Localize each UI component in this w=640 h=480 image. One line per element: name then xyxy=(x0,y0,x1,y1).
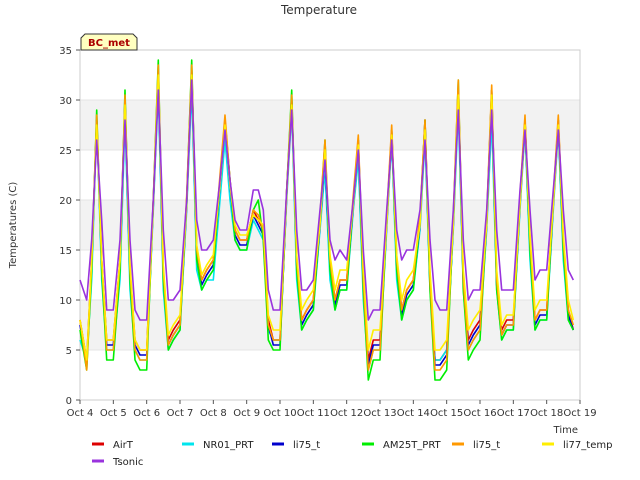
y-tick-label: 10 xyxy=(59,296,72,307)
x-axis-title: Time xyxy=(553,425,578,436)
x-tick-label: Oct 5 xyxy=(100,408,127,419)
legend-label: Tsonic xyxy=(112,457,143,468)
x-tick-label: Oct 15 xyxy=(430,408,463,419)
legend-swatch xyxy=(362,442,374,446)
y-tick-label: 15 xyxy=(59,246,72,257)
x-axis: Oct 4 Oct 5 Oct 6 Oct 7 Oct 8 Oct 9 Oct 10 Oct … xyxy=(67,400,597,419)
legend-label: li77_temp xyxy=(563,440,612,451)
x-tick-label: Oct 8 xyxy=(200,408,227,419)
station-badge-label: BC_met xyxy=(88,38,130,49)
x-tick-label: Oct 13 xyxy=(363,408,396,419)
series-line-tsonic-6 xyxy=(79,79,575,321)
legend-swatch xyxy=(92,442,104,446)
grid-band xyxy=(80,100,580,150)
legend-label: li75_t xyxy=(293,440,320,451)
y-axis: 0 5 10 15 20 25 30 35 xyxy=(59,46,80,407)
station-badge: BC_met xyxy=(80,33,138,51)
legend-swatch xyxy=(542,442,554,446)
x-tick-label: Oct 7 xyxy=(167,408,194,419)
legend-label: li75_t xyxy=(473,440,500,451)
legend-label: AM25T_PRT xyxy=(383,440,442,451)
x-tick-label: Oct 11 xyxy=(297,408,330,419)
x-tick-label: Oct 9 xyxy=(233,408,260,419)
x-tick-label: Oct 17 xyxy=(497,408,530,419)
legend-label: NR01_PRT xyxy=(203,440,254,451)
legend-item: AM25T_PRT xyxy=(362,440,442,451)
x-tick-label: Oct 10 xyxy=(263,408,296,419)
grid-band xyxy=(80,300,580,350)
x-tick-label: Oct 14 xyxy=(397,408,430,419)
y-tick-label: 5 xyxy=(66,346,72,357)
y-tick-label: 35 xyxy=(59,46,72,57)
x-tick-label: Oct 18 xyxy=(530,408,563,419)
legend-swatch xyxy=(272,442,284,446)
y-tick-label: 0 xyxy=(66,396,72,407)
y-tick-label: 20 xyxy=(59,196,72,207)
legend-swatch xyxy=(92,459,104,463)
chart-title: Temperature xyxy=(280,3,357,17)
legend-item: NR01_PRT xyxy=(182,440,254,451)
x-tick-label: Oct 6 xyxy=(133,408,160,419)
y-tick-label: 30 xyxy=(59,96,72,107)
x-tick-label: Oct 16 xyxy=(463,408,496,419)
legend-item: Tsonic xyxy=(92,457,143,468)
plot-area xyxy=(79,49,581,401)
legend-swatch xyxy=(182,442,194,446)
y-tick-label: 25 xyxy=(59,146,72,157)
station-badge-box xyxy=(80,33,138,51)
legend-item: li75_t xyxy=(272,440,320,451)
y-axis-title: Temperatures (C) xyxy=(8,182,19,270)
legend-swatch xyxy=(452,442,464,446)
legend-label: AirT xyxy=(113,440,134,451)
x-tick-label: Oct 4 xyxy=(67,408,94,419)
x-tick-label: Oct 19 xyxy=(563,408,596,419)
legend-item: li75_t xyxy=(452,440,500,451)
series-layer xyxy=(79,59,575,381)
x-tick-label: Oct 12 xyxy=(330,408,363,419)
legend: AirT NR01_PRT li75_t AM25T_PRT li75_t li77_te… xyxy=(92,440,612,468)
legend-item: AirT xyxy=(92,440,134,451)
legend-item: li77_temp xyxy=(542,440,612,451)
